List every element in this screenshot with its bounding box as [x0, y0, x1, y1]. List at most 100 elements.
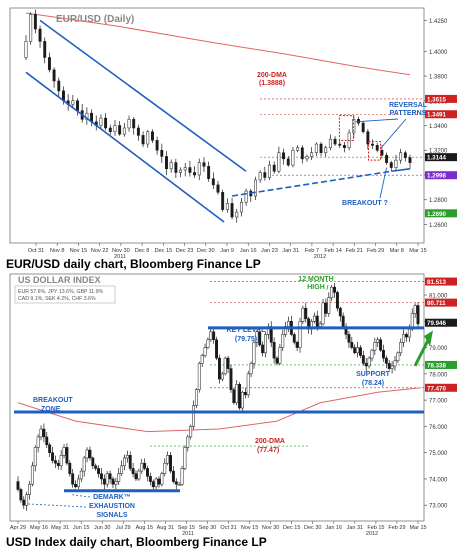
candle-body — [416, 305, 420, 325]
eurusd-chart: 1.42501.40001.38001.36001.34001.32001.30… — [9, 7, 457, 260]
breakout-annotation: BREAKOUT ? — [342, 200, 388, 207]
candle-body — [402, 334, 406, 343]
candle-body — [393, 360, 397, 367]
candle-body — [286, 158, 290, 166]
candle-body — [350, 342, 354, 348]
candle-body — [389, 162, 393, 168]
x-tick-label: Aug 15 — [136, 525, 153, 531]
candle-body — [42, 428, 46, 438]
x-tick-label: Dec 8 — [135, 248, 150, 254]
candle-body — [150, 131, 154, 141]
candle-body — [333, 286, 336, 293]
x-tick-label: Feb 7 — [305, 248, 319, 254]
candle-body — [169, 162, 173, 170]
candle-body — [358, 347, 362, 356]
candle-body — [140, 462, 144, 472]
candle-body — [347, 334, 351, 343]
candle-body — [379, 339, 383, 351]
y-tick-label: 74.000 — [429, 477, 448, 483]
candle-body — [62, 447, 66, 456]
candle-body — [68, 462, 72, 474]
candle-body — [51, 452, 54, 461]
candle-body — [241, 391, 244, 409]
candle-body — [277, 152, 281, 172]
candle-body — [203, 347, 207, 356]
candle-body — [200, 355, 204, 364]
candle-body — [160, 149, 164, 157]
candle-body — [232, 389, 236, 404]
x-tick-label: Jun 15 — [73, 525, 90, 531]
price-tag-label: 1.3491 — [427, 112, 446, 119]
candle-body — [141, 135, 145, 145]
candle-body — [88, 449, 92, 459]
candle-body — [385, 154, 389, 163]
candle-body — [408, 157, 412, 163]
candle-body — [100, 473, 103, 480]
reversal-arrow — [355, 118, 399, 123]
candle-body — [403, 152, 407, 158]
candle-body — [108, 127, 112, 132]
candle-body — [254, 179, 257, 197]
candle-body — [407, 328, 411, 338]
y-tick-label: 81.000 — [429, 294, 448, 300]
candle-body — [146, 131, 150, 145]
candle-body — [335, 292, 339, 309]
candle-body — [324, 302, 328, 314]
candle-body — [282, 152, 286, 160]
x-tick-label: Jan 16 — [326, 525, 343, 531]
x-tick-label: Aug 31 — [157, 525, 174, 531]
price-tag-label: 81.513 — [427, 279, 446, 286]
x-tick-label: Feb 14 — [324, 248, 341, 254]
candle-body — [382, 349, 385, 359]
x-tick-label: Dec 15 — [283, 525, 300, 531]
support-annotation: SUPPORT — [356, 371, 391, 378]
dma-annotation-value: (1.3888) — [259, 80, 285, 87]
x-year-label: 2011 — [182, 531, 194, 536]
candle-body — [24, 41, 28, 58]
x-year-label: 2011 — [114, 254, 126, 258]
y-tick-label: 1.2600 — [429, 223, 448, 229]
x-tick-label: Nov 8 — [50, 248, 65, 254]
candle-body — [76, 100, 79, 111]
x-tick-label: Dec 23 — [176, 248, 194, 254]
candle-body — [380, 149, 384, 156]
candle-body — [212, 331, 216, 340]
candle-body — [338, 143, 342, 146]
candle-body — [19, 489, 23, 501]
candle-body — [356, 347, 360, 354]
x-year-label: 2012 — [314, 254, 326, 258]
candle-body — [216, 184, 220, 193]
candle-body — [353, 347, 357, 354]
candle-body — [114, 481, 118, 485]
candle-body — [79, 470, 83, 480]
candle-body — [396, 352, 400, 361]
candle-body — [180, 468, 184, 485]
candle-body — [52, 69, 56, 82]
candle-body — [324, 147, 328, 153]
candle-body — [229, 368, 233, 390]
x-tick-label: Feb 29 — [367, 248, 384, 254]
candle-body — [47, 57, 51, 71]
candle-body — [375, 145, 379, 151]
candle-body — [390, 365, 394, 369]
candle-body — [298, 321, 302, 348]
x-tick-label: May 31 — [51, 525, 69, 531]
candle-body — [292, 334, 296, 343]
x-tick-label: Sep 15 — [178, 525, 195, 531]
candle-body — [91, 457, 95, 467]
candle-body — [113, 125, 117, 132]
price-tag-label: 1.3144 — [427, 155, 446, 162]
candle-body — [25, 494, 29, 506]
breakout-zone-line1: BREAKOUT — [33, 397, 73, 404]
candle-body — [125, 455, 129, 459]
candle-body — [192, 405, 195, 427]
candle-body — [104, 117, 108, 129]
candle-body — [330, 286, 334, 298]
key-level-annotation: KEY LEVEL — [227, 327, 266, 334]
candle-body — [171, 470, 175, 482]
candle-body — [384, 357, 388, 364]
x-tick-label: Mar 15 — [409, 248, 426, 254]
candle-body — [304, 307, 308, 319]
candle-body — [319, 143, 323, 153]
y-tick-label: 73.000 — [429, 504, 448, 510]
